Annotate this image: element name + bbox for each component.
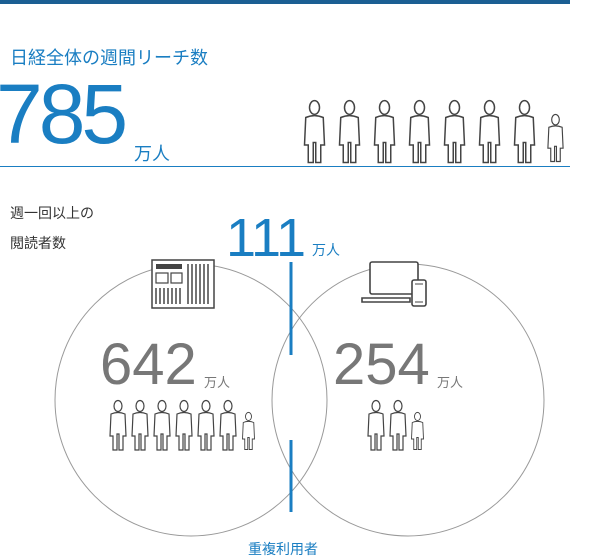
person-icon bbox=[478, 99, 501, 164]
total-reach-unit: 万人 bbox=[134, 144, 170, 165]
person-icon bbox=[175, 399, 193, 451]
digital-value: 254 bbox=[333, 332, 430, 397]
person-icon bbox=[373, 99, 396, 164]
laptop-phone-icon bbox=[361, 261, 427, 307]
person-icon bbox=[197, 399, 215, 451]
total-reach-value: 785 bbox=[0, 67, 128, 161]
side-label-line1: 週一回以上の bbox=[10, 206, 94, 222]
person-icon bbox=[303, 99, 326, 164]
person-icon bbox=[367, 399, 385, 451]
person-icon bbox=[219, 399, 237, 451]
person-icon bbox=[513, 99, 536, 164]
person-icon bbox=[242, 411, 255, 450]
newspaper-icon bbox=[151, 259, 215, 309]
digital-people-row bbox=[367, 399, 424, 451]
overlap-label: 重複利用者 bbox=[248, 542, 318, 558]
newspaper-people-row bbox=[109, 399, 255, 451]
person-icon bbox=[338, 99, 361, 164]
overlap-unit: 万人 bbox=[312, 243, 340, 259]
person-icon bbox=[389, 399, 407, 451]
person-icon bbox=[153, 399, 171, 451]
newspaper-unit: 万人 bbox=[204, 376, 231, 391]
digital-unit: 万人 bbox=[437, 376, 464, 391]
person-icon bbox=[443, 99, 466, 164]
person-icon bbox=[109, 399, 127, 451]
person-icon bbox=[411, 411, 424, 450]
side-label-line2: 閲読者数 bbox=[10, 236, 66, 252]
person-icon bbox=[547, 113, 564, 163]
overlap-value: 111 bbox=[226, 208, 306, 268]
newspaper-value: 642 bbox=[100, 332, 197, 397]
person-icon bbox=[408, 99, 431, 164]
total-people-row bbox=[303, 99, 564, 164]
page-title: 日経全体の週間リーチ数 bbox=[10, 48, 208, 69]
top-accent-bar bbox=[0, 0, 570, 4]
person-icon bbox=[131, 399, 149, 451]
total-divider bbox=[0, 166, 570, 167]
